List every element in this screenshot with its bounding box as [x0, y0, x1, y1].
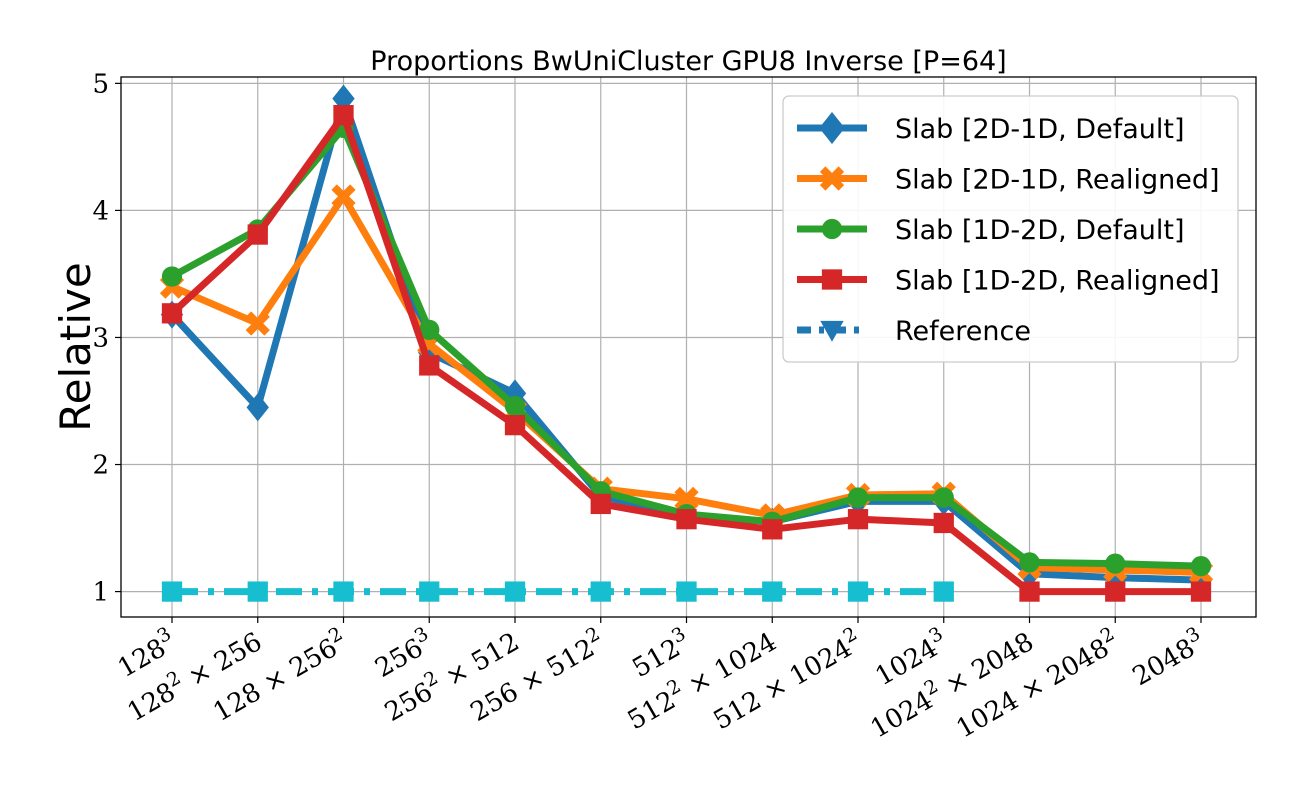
data-point	[847, 581, 869, 602]
data-point	[247, 581, 268, 602]
data-point	[590, 493, 611, 515]
data-point	[333, 581, 354, 602]
y-axis-label: Relative	[51, 262, 100, 431]
y-tick-label: 4	[92, 196, 109, 226]
data-point	[1019, 581, 1040, 602]
y-axis: 1 2 3 4 5	[92, 69, 121, 608]
series-layer	[159, 84, 1214, 602]
data-point	[331, 184, 356, 209]
legend-marker	[821, 269, 843, 290]
data-point	[1190, 581, 1212, 602]
data-point	[161, 303, 183, 324]
legend-label: Slab [2D-1D, Default]	[895, 114, 1184, 145]
data-point	[933, 512, 954, 534]
y-tick-label: 2	[92, 451, 109, 481]
data-point	[161, 266, 183, 287]
legend-item: Slab [2D-1D, Realigned]	[797, 165, 1220, 196]
data-point	[1105, 553, 1126, 574]
data-point	[419, 319, 440, 340]
x-tick-label: 20483	[1125, 623, 1210, 692]
data-point	[504, 415, 526, 436]
legend-marker	[821, 218, 843, 240]
data-point	[419, 355, 440, 376]
legend-label: Reference	[895, 316, 1031, 347]
data-point	[674, 486, 699, 511]
series-5	[161, 581, 954, 602]
data-point	[333, 104, 354, 126]
legend-frame	[782, 95, 1239, 363]
legend-marker	[820, 320, 844, 342]
data-point	[676, 509, 697, 530]
data-point	[247, 224, 268, 245]
data-point	[590, 581, 611, 602]
chart-title: Proportions BwUniCluster GPU8 Inverse [P…	[370, 46, 1006, 77]
series-4	[161, 104, 1212, 602]
data-point	[504, 395, 526, 417]
data-point	[676, 581, 697, 602]
legend-marker	[819, 166, 845, 191]
legend-label: Slab [1D-2D, Default]	[895, 215, 1184, 246]
data-point	[762, 581, 783, 602]
data-point	[246, 393, 269, 422]
data-point	[1019, 552, 1040, 573]
data-point	[419, 581, 440, 602]
y-tick-label: 5	[92, 69, 109, 99]
data-point	[1105, 581, 1126, 602]
legend-item: Slab [2D-1D, Default]	[797, 112, 1184, 145]
legend-item: Slab [1D-2D, Realigned]	[797, 266, 1220, 297]
data-point	[161, 581, 183, 602]
data-point	[1190, 556, 1212, 577]
legend-marker	[819, 112, 845, 144]
data-point	[245, 311, 270, 336]
data-point	[933, 487, 954, 508]
data-point	[847, 509, 869, 530]
data-point	[504, 581, 526, 602]
data-point	[762, 519, 783, 540]
y-tick-label: 1	[92, 578, 109, 608]
data-point	[933, 581, 954, 602]
y-tick-label: 3	[92, 323, 109, 353]
legend-label: Slab [1D-2D, Realigned]	[895, 266, 1220, 297]
legend-item: Slab [1D-2D, Default]	[797, 215, 1184, 246]
legend-label: Slab [2D-1D, Realigned]	[895, 165, 1220, 196]
plot-frame	[120, 76, 1257, 618]
legend-item: Reference	[797, 316, 1031, 347]
legend: Slab [2D-1D, Default] Slab [2D-1D, Realig…	[782, 95, 1239, 363]
data-point	[847, 487, 869, 508]
